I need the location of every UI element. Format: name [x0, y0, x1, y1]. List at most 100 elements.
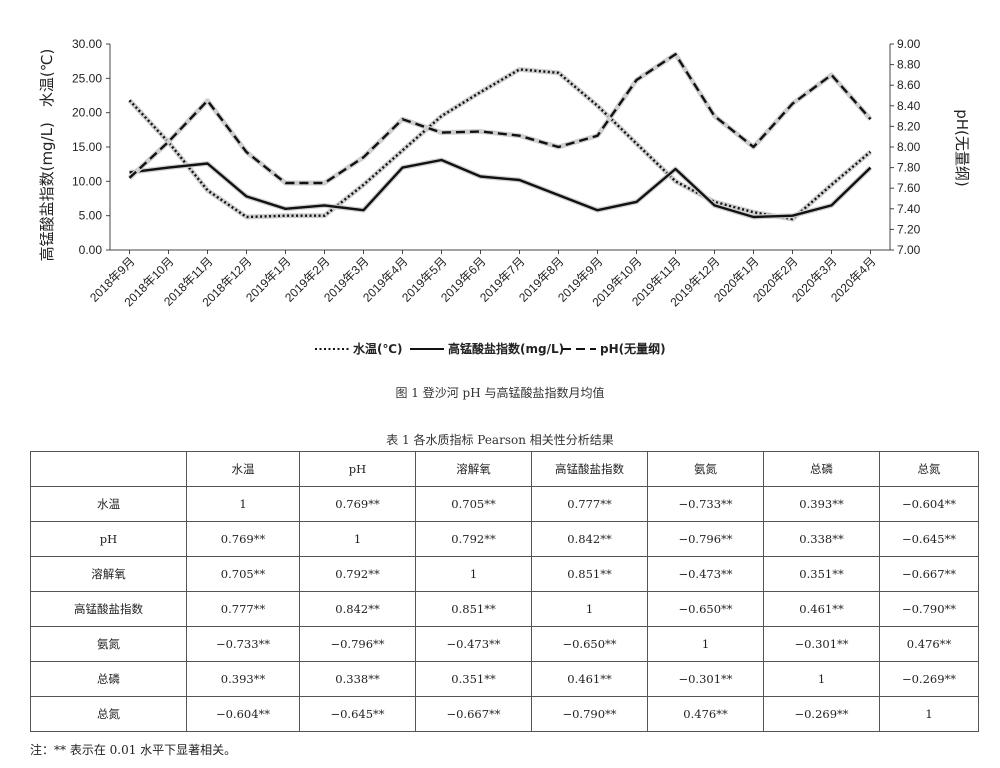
table-row: pH 0.769** 1 0.792** 0.842** −0.796** 0.338** −… [30, 521, 979, 557]
table-cell: 1 [879, 696, 979, 732]
series-line-3 [128, 53, 872, 185]
series-line-2 [129, 158, 872, 219]
chart-axes [109, 44, 891, 251]
legend-label-2: 高锰酸盐指数(mg/L) [448, 341, 564, 356]
table-row-header: 水温 [30, 486, 187, 522]
table-row-header: 高锰酸盐指数 [30, 591, 187, 627]
right-tick-label: 7.20 [897, 222, 921, 236]
table-cell: 0.476** [647, 696, 764, 732]
table-caption: 表 1 各水质指标 Pearson 相关性分析结果 [386, 433, 614, 447]
right-tick-label: 7.60 [897, 181, 921, 195]
table-row: 氨氮 −0.733** −0.796** −0.473** −0.650** 1 −0.30… [30, 626, 979, 662]
table-cell: −0.473** [647, 556, 764, 592]
left-tick-label: 30.00 [72, 37, 102, 51]
table-cell: 0.792** [299, 556, 416, 592]
table-cell: 0.461** [531, 661, 648, 697]
table-cell: −0.604** [186, 696, 300, 732]
table-cell: −0.301** [763, 626, 880, 662]
table-header-cell: 总磷 [763, 451, 880, 487]
table-cell: −0.790** [879, 591, 979, 627]
right-tick-label: 8.00 [897, 140, 921, 154]
table-cell: 0.842** [531, 521, 648, 557]
table-row: 溶解氧 0.705** 0.792** 1 0.851** −0.473** 0.351**… [30, 556, 979, 592]
right-axis-title: pH(无量纲) [953, 109, 971, 187]
right-tick-label: 8.40 [897, 99, 921, 113]
table-cell: −0.269** [879, 661, 979, 697]
table-cell: 0.338** [763, 521, 880, 557]
table-row-header: 溶解氧 [30, 556, 187, 592]
left-tick-label: 20.00 [72, 106, 102, 120]
table-cell: 0.777** [186, 591, 300, 627]
table-cell: −0.667** [879, 556, 979, 592]
table-cell: 0.351** [415, 661, 532, 697]
table-header-cell: pH [299, 451, 416, 487]
table-cell: 1 [531, 591, 648, 627]
table-cell: 0.476** [879, 626, 979, 662]
right-tick-label: 8.60 [897, 78, 921, 92]
table-cell: −0.269** [763, 696, 880, 732]
table-cell: 0.338** [299, 661, 416, 697]
table-cell: 0.769** [186, 521, 300, 557]
table-cell: 1 [299, 521, 416, 557]
table-cell: −0.796** [299, 626, 416, 662]
table-row-header: 总氮 [30, 696, 187, 732]
legend-label-1: 水温(℃) [353, 341, 403, 356]
left-axis-ticks: 0.00 5.00 10.00 15.00 20.00 25.00 30.00 [72, 37, 110, 257]
correlation-table: 水温 pH 溶解氧 高锰酸盐指数 氨氮 总磷 总氮 水温 1 0.769** 0.705** 0.7… [30, 451, 979, 732]
table-row-header: 总磷 [30, 661, 187, 697]
table-cell: 0.705** [415, 486, 532, 522]
table-cell: 1 [763, 661, 880, 697]
table-header-cell: 溶解氧 [415, 451, 532, 487]
table-row-header: 氨氮 [30, 626, 187, 662]
left-tick-label: 15.00 [72, 140, 102, 154]
table-header-cell: 氨氮 [647, 451, 764, 487]
table-note: 注：** 表示在 0.01 水平下显著相关。 [30, 743, 237, 757]
table-header-cell: 总氮 [879, 451, 979, 487]
right-axis-ticks: 7.00 7.20 7.40 7.60 7.80 8.00 8.20 8.40 8.60 8.80… [890, 37, 921, 257]
table-cell: 1 [415, 556, 532, 592]
table-cell: 0.461** [763, 591, 880, 627]
table-cell: −0.604** [879, 486, 979, 522]
right-tick-label: 7.80 [897, 161, 921, 175]
table-cell: −0.733** [647, 486, 764, 522]
chart-legend: 水温(℃) 高锰酸盐指数(mg/L) pH(无量纲) [315, 341, 666, 356]
table-header-cell: 高锰酸盐指数 [531, 451, 648, 487]
x-axis-ticks: 2018年9月2018年10月2018年11月2018年12月2019年1月20… [87, 250, 879, 309]
table-cell: −0.650** [647, 591, 764, 627]
table-cell: 0.705** [186, 556, 300, 592]
table-row-header: pH [30, 521, 187, 557]
table-cell: 0.393** [186, 661, 300, 697]
table-cell: −0.667** [415, 696, 532, 732]
left-tick-label: 25.00 [72, 71, 102, 85]
table-cell: 0.777** [531, 486, 648, 522]
table-row: 总磷 0.393** 0.338** 0.351** 0.461** −0.301** 1−… [30, 661, 979, 697]
series-halo-2 [129, 157, 873, 220]
table-cell: −0.790** [531, 696, 648, 732]
table-cell: 0.851** [531, 556, 648, 592]
right-tick-label: 8.20 [897, 119, 921, 133]
table-header-cell: 水温 [186, 451, 300, 487]
right-tick-label: 7.40 [897, 202, 921, 216]
right-tick-label: 7.00 [897, 243, 921, 257]
series-lines [127, 51, 873, 222]
table-cell: −0.301** [647, 661, 764, 697]
table-cell: −0.645** [879, 521, 979, 557]
left-axis-title: 高锰酸盐指数(mg/L) 水温(℃) [38, 49, 56, 262]
table-cell: −0.733** [186, 626, 300, 662]
series-halo-3 [127, 51, 873, 186]
right-tick-label: 9.00 [897, 37, 921, 51]
table-cell: 1 [647, 626, 764, 662]
series-line-1 [128, 68, 872, 221]
table-row: 高锰酸盐指数 0.777** 0.842** 0.851** 1 −0.650** 0.46… [30, 591, 979, 627]
figure-caption: 图 1 登沙河 pH 与高锰酸盐指数月均值 [395, 386, 605, 400]
table-cell: 0.792** [415, 521, 532, 557]
table-cell: −0.796** [647, 521, 764, 557]
table-header-cell [30, 451, 187, 487]
table-row: 水温 1 0.769** 0.705** 0.777** −0.733** 0.393** −… [30, 486, 979, 522]
table-cell: −0.650** [531, 626, 648, 662]
left-tick-label: 10.00 [72, 174, 102, 188]
table-header-row: 水温 pH 溶解氧 高锰酸盐指数 氨氮 总磷 总氮 [30, 451, 979, 487]
table-cell: 0.393** [763, 486, 880, 522]
left-tick-label: 0.00 [79, 243, 103, 257]
